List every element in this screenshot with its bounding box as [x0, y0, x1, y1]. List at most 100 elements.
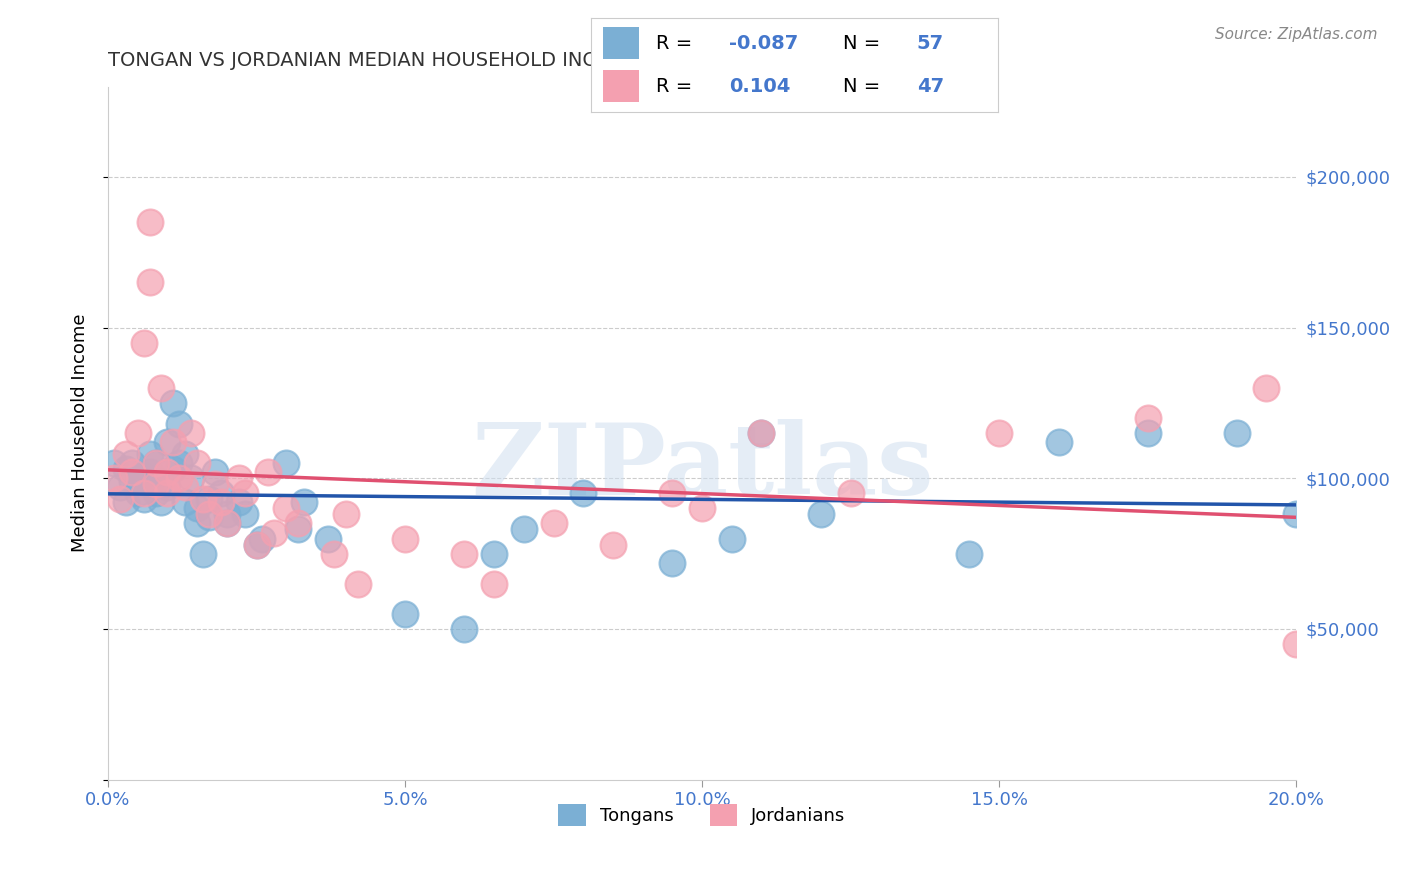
Point: [174, 447, 197, 461]
Point: [316, 532, 339, 546]
Text: N =: N =: [844, 77, 887, 95]
Point: [150, 495, 173, 509]
Point: [245, 537, 267, 551]
Point: [482, 547, 505, 561]
Point: [287, 516, 309, 531]
Point: [156, 486, 179, 500]
Point: [957, 547, 980, 561]
Point: [233, 508, 256, 522]
Text: ZIPatlas: ZIPatlas: [471, 419, 934, 516]
Legend: Tongans, Jordanians: Tongans, Jordanians: [551, 797, 853, 833]
Point: [1136, 425, 1159, 440]
Point: [602, 537, 624, 551]
Point: [543, 516, 565, 531]
Bar: [603, 70, 640, 103]
Point: [198, 510, 221, 524]
Point: [127, 471, 149, 485]
Point: [394, 532, 416, 546]
Point: [169, 417, 191, 431]
Bar: [603, 28, 640, 59]
Point: [191, 492, 214, 507]
Point: [114, 495, 136, 509]
Point: [138, 276, 160, 290]
Text: 47: 47: [917, 77, 943, 95]
Point: [162, 435, 184, 450]
Point: [114, 462, 136, 476]
Point: [209, 486, 232, 500]
Point: [839, 486, 862, 500]
Point: [191, 547, 214, 561]
Point: [121, 475, 143, 489]
Point: [988, 425, 1011, 440]
Point: [138, 465, 160, 479]
Point: [121, 456, 143, 470]
Point: [156, 465, 179, 479]
Point: [482, 576, 505, 591]
Point: [150, 381, 173, 395]
Point: [690, 501, 713, 516]
Point: [1047, 435, 1070, 450]
Point: [204, 465, 226, 479]
Point: [204, 477, 226, 491]
Point: [661, 556, 683, 570]
Text: R =: R =: [655, 77, 699, 95]
Point: [132, 492, 155, 507]
Point: [572, 486, 595, 500]
Text: -0.087: -0.087: [730, 34, 799, 53]
Point: [174, 480, 197, 494]
Point: [322, 547, 344, 561]
Point: [233, 486, 256, 500]
Point: [162, 396, 184, 410]
Point: [1136, 411, 1159, 425]
Point: [513, 523, 536, 537]
Point: [209, 495, 232, 509]
Point: [751, 425, 773, 440]
Point: [174, 495, 197, 509]
Point: [132, 468, 155, 483]
Point: [263, 525, 285, 540]
Text: 57: 57: [917, 34, 943, 53]
Point: [1226, 425, 1249, 440]
Text: Source: ZipAtlas.com: Source: ZipAtlas.com: [1215, 27, 1378, 42]
Point: [121, 465, 143, 479]
Point: [132, 486, 155, 500]
Text: R =: R =: [655, 34, 699, 53]
Point: [138, 447, 160, 461]
Point: [169, 471, 191, 485]
Point: [138, 477, 160, 491]
Point: [198, 508, 221, 522]
Point: [245, 537, 267, 551]
Point: [661, 486, 683, 500]
Point: [810, 508, 832, 522]
Point: [1256, 381, 1278, 395]
Point: [394, 607, 416, 621]
Point: [453, 547, 475, 561]
Point: [145, 477, 167, 491]
Point: [103, 456, 125, 470]
Point: [145, 486, 167, 500]
Point: [145, 456, 167, 470]
Point: [276, 501, 298, 516]
Point: [186, 516, 208, 531]
Point: [132, 335, 155, 350]
Point: [198, 492, 221, 507]
Point: [276, 456, 298, 470]
Point: [215, 516, 238, 531]
Point: [169, 456, 191, 470]
Point: [751, 425, 773, 440]
Point: [453, 622, 475, 636]
Point: [108, 480, 131, 494]
Point: [127, 486, 149, 500]
Point: [335, 508, 357, 522]
Point: [186, 456, 208, 470]
Point: [180, 471, 202, 485]
Point: [252, 532, 274, 546]
Point: [145, 456, 167, 470]
Text: N =: N =: [844, 34, 887, 53]
Point: [1285, 637, 1308, 651]
Point: [720, 532, 742, 546]
Point: [150, 475, 173, 489]
Point: [138, 215, 160, 229]
Text: 0.104: 0.104: [730, 77, 790, 95]
Point: [292, 495, 315, 509]
